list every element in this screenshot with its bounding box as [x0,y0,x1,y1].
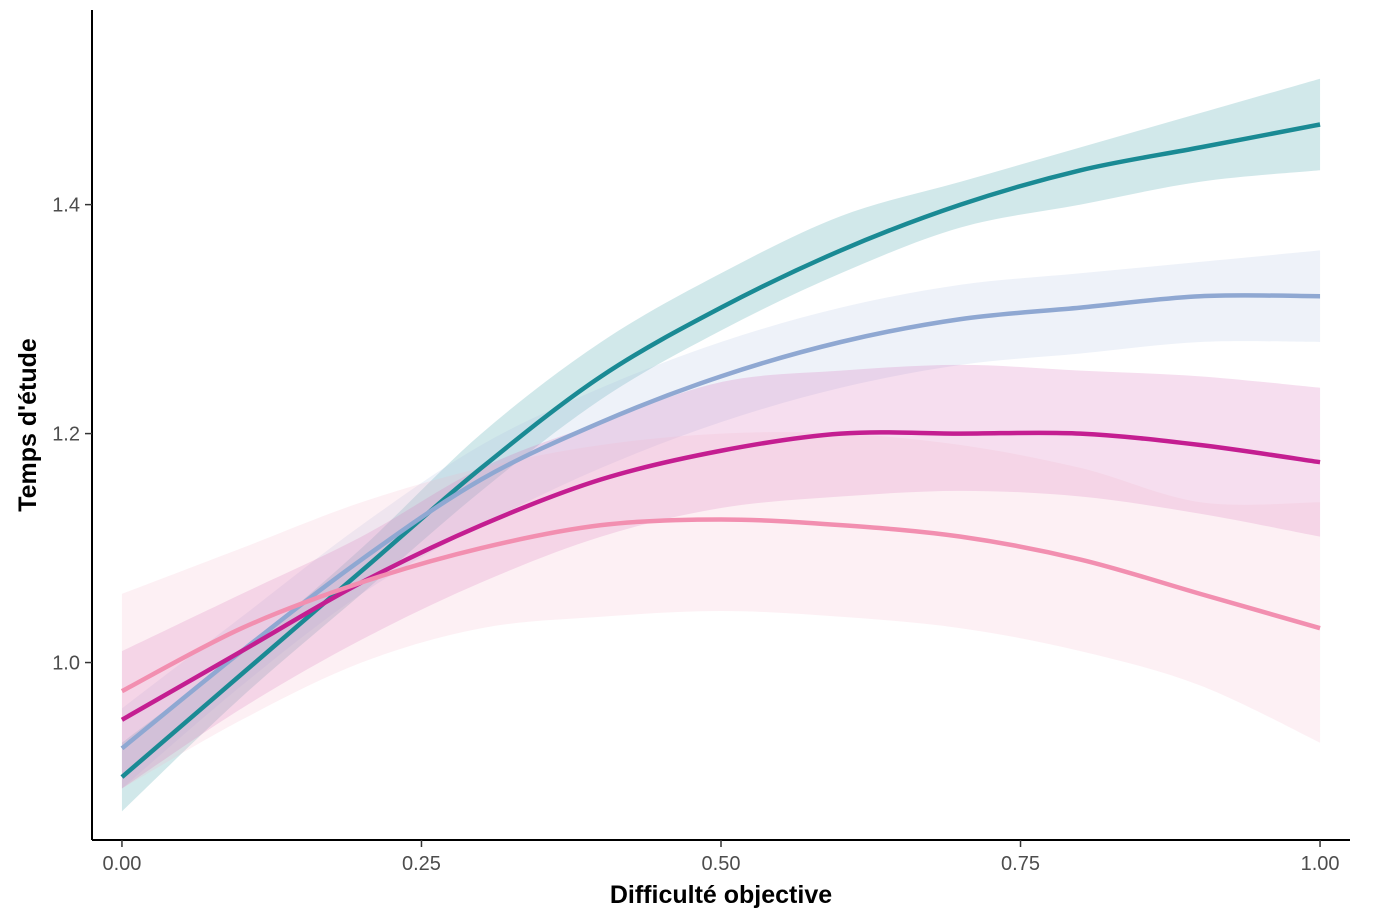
x-tick-label: 0.25 [402,853,441,875]
series-line-4 [120,517,1321,694]
y-axis-ticks: 1.0 1.2 1.4 [52,195,92,675]
y-tick-label: 1.4 [52,195,80,217]
x-axis-ticks: 0.00 0.25 0.50 0.75 1.00 [102,840,1340,875]
confidence-band-3 [121,364,1321,789]
series-lines [120,122,1321,779]
y-tick-label: 1.0 [52,653,80,675]
confidence-bands [121,78,1321,812]
x-axis-title: Difficulté objective [610,881,832,909]
y-tick-label: 1.2 [52,424,80,446]
y-axis-title: Temps d'étude [14,338,42,512]
x-tick-label: 0.00 [102,853,141,875]
x-tick-label: 0.50 [702,853,741,875]
confidence-band-1 [121,78,1321,812]
series-line-3 [120,430,1321,722]
x-tick-label: 1.00 [1301,853,1340,875]
confidence-band-2 [121,250,1321,789]
x-tick-label: 0.75 [1001,853,1040,875]
